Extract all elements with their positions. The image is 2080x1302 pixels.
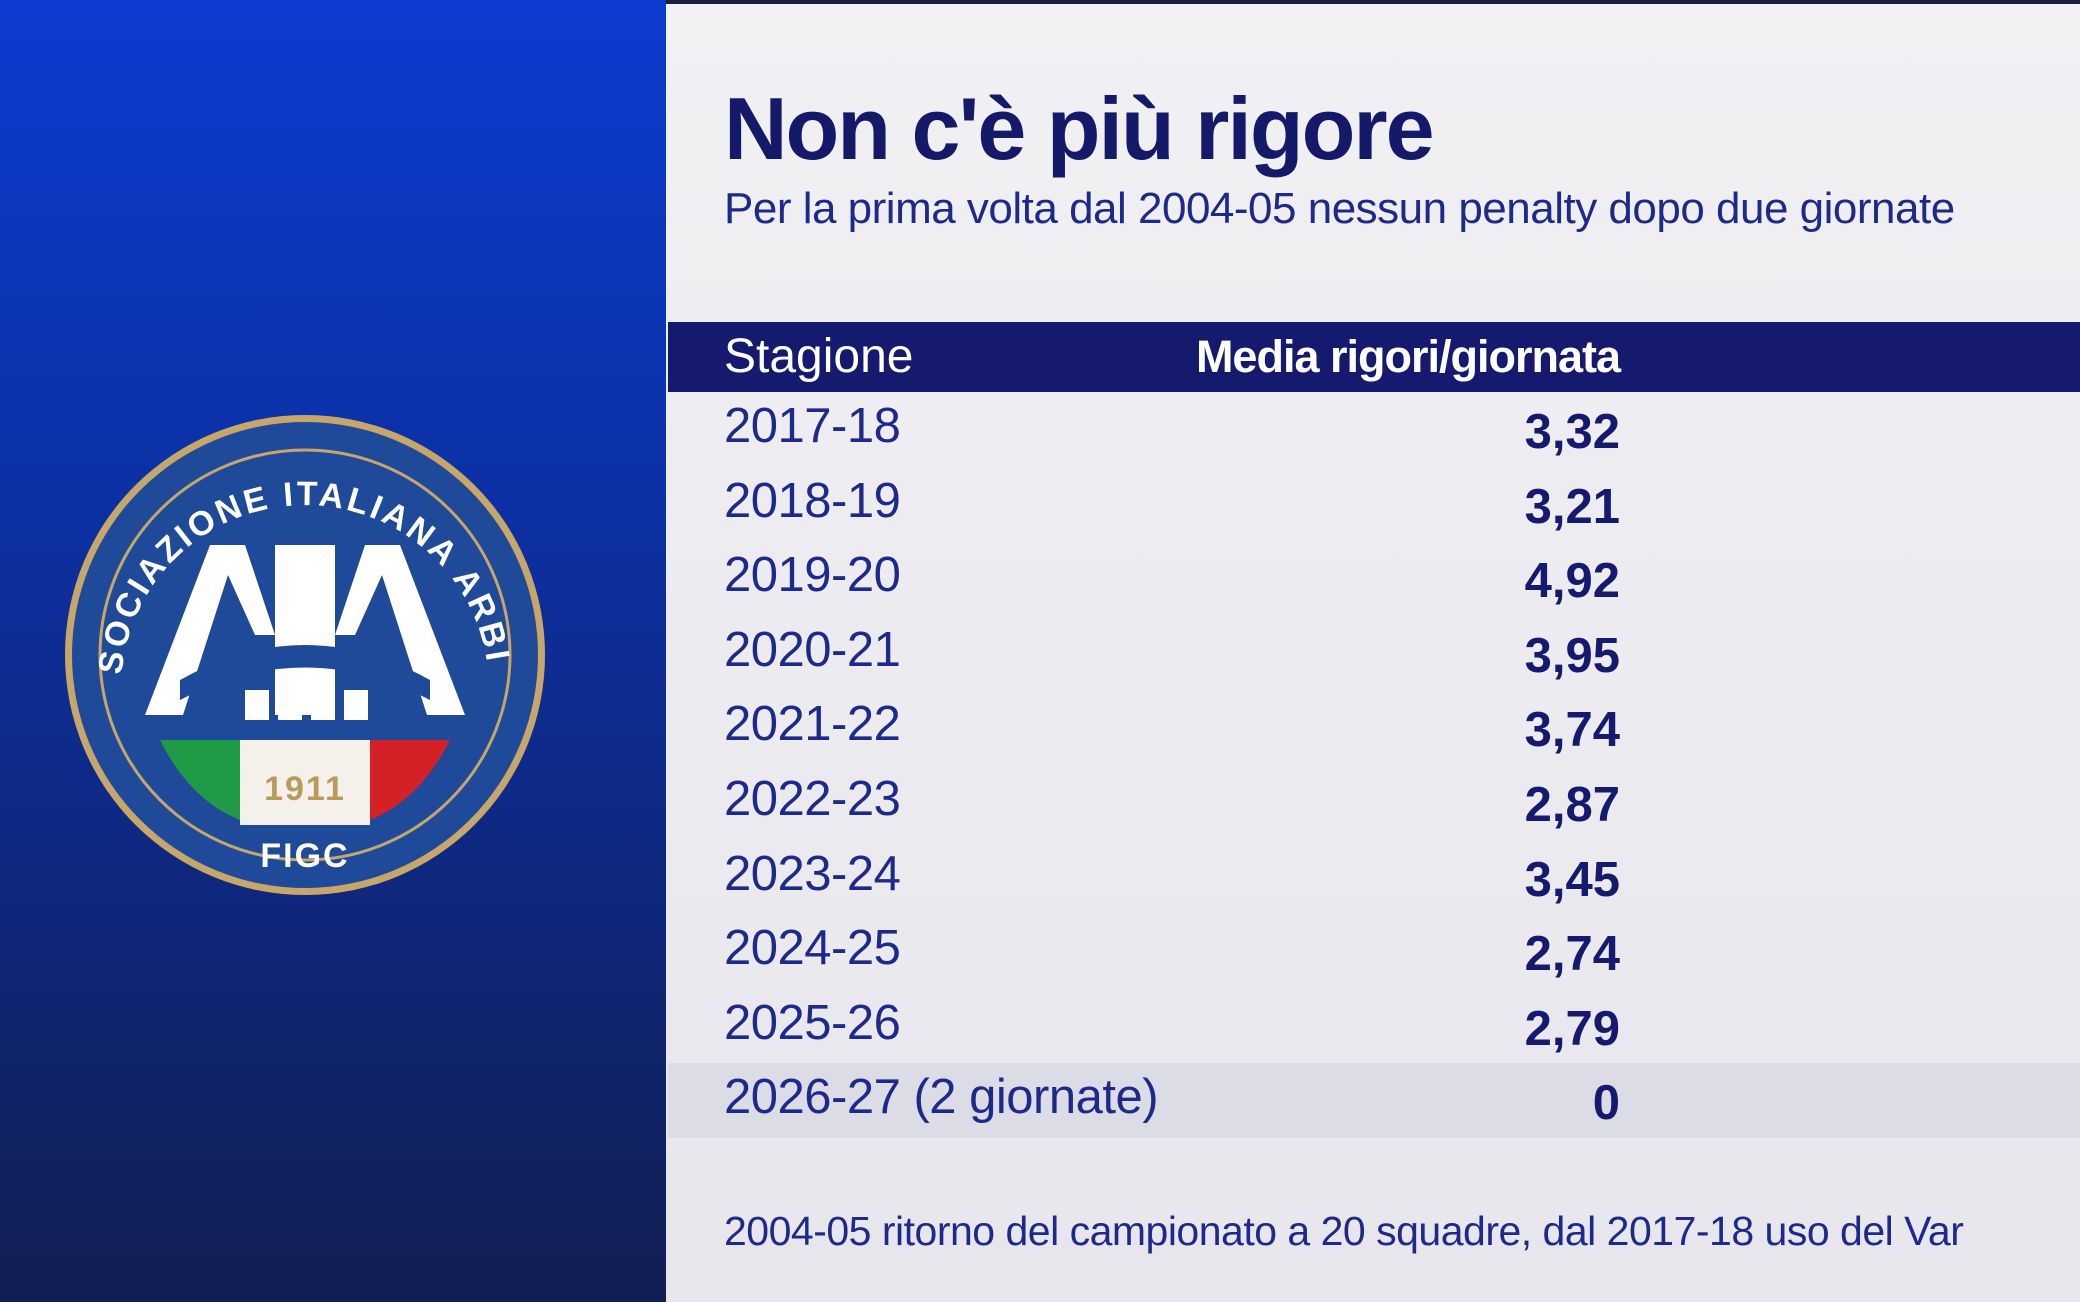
left-blue-panel: ASSOCIAZIONE ITALIANA ARBITRI 1911 FIGC [0, 0, 666, 1302]
season-cell: 2026-27 (2 giornate) [724, 1070, 1159, 1125]
footnote: 2004-05 ritorno del campionato a 20 squa… [724, 1208, 1964, 1254]
average-cell: 3,45 [1524, 852, 1620, 907]
column-header-average: Media rigori/giornata [1195, 331, 1621, 382]
table-row: 2017-18 3,32 [668, 392, 2080, 467]
table-row: 2023-24 3,45 [668, 840, 2080, 915]
season-cell: 2025-26 [724, 995, 901, 1050]
page-subtitle: Per la prima volta dal 2004-05 nessun pe… [724, 184, 1955, 233]
average-cell: 4,92 [1524, 554, 1620, 609]
season-cell: 2022-23 [724, 771, 901, 826]
average-cell: 2,79 [1524, 1001, 1620, 1056]
average-cell: 3,21 [1524, 479, 1620, 534]
season-cell: 2024-25 [724, 921, 901, 976]
table-row: 2024-25 2,74 [668, 914, 2080, 989]
average-cell: 2,74 [1524, 927, 1620, 982]
table-row: 2018-19 3,21 [668, 467, 2080, 542]
average-cell: 2,87 [1524, 777, 1620, 832]
season-cell: 2018-19 [724, 473, 901, 528]
table-row-highlighted: 2026-27 (2 giornate) 0 [668, 1063, 2080, 1138]
season-cell: 2019-20 [724, 548, 901, 603]
table-row: 2020-21 3,95 [668, 616, 2080, 691]
average-cell: 0 [1592, 1076, 1620, 1131]
average-cell: 3,95 [1524, 628, 1620, 683]
table-body: 2017-18 3,32 2018-19 3,21 2019-20 4,92 2… [668, 392, 2080, 1138]
season-cell: 2021-22 [724, 697, 901, 752]
season-cell: 2017-18 [724, 399, 901, 453]
italian-flag-icon [160, 740, 450, 825]
top-border [0, 0, 2080, 4]
logo-figc: FIGC [260, 837, 349, 875]
season-cell: 2023-24 [724, 846, 901, 901]
aia-logo: ASSOCIAZIONE ITALIANA ARBITRI 1911 FIGC [60, 410, 545, 895]
table-row: 2021-22 3,74 [668, 690, 2080, 765]
table-header: Stagione Media rigori/giornata [668, 322, 2080, 392]
table-row: 2022-23 2,87 [668, 765, 2080, 840]
table-row: 2019-20 4,92 [668, 541, 2080, 616]
logo-year: 1911 [264, 770, 346, 808]
column-header-season: Stagione [724, 330, 914, 383]
average-cell: 3,32 [1524, 405, 1620, 459]
average-cell: 3,74 [1524, 703, 1620, 758]
page-title: Non c'è più rigore [724, 79, 1435, 178]
table-row: 2025-26 2,79 [668, 989, 2080, 1064]
season-cell: 2020-21 [724, 622, 901, 677]
